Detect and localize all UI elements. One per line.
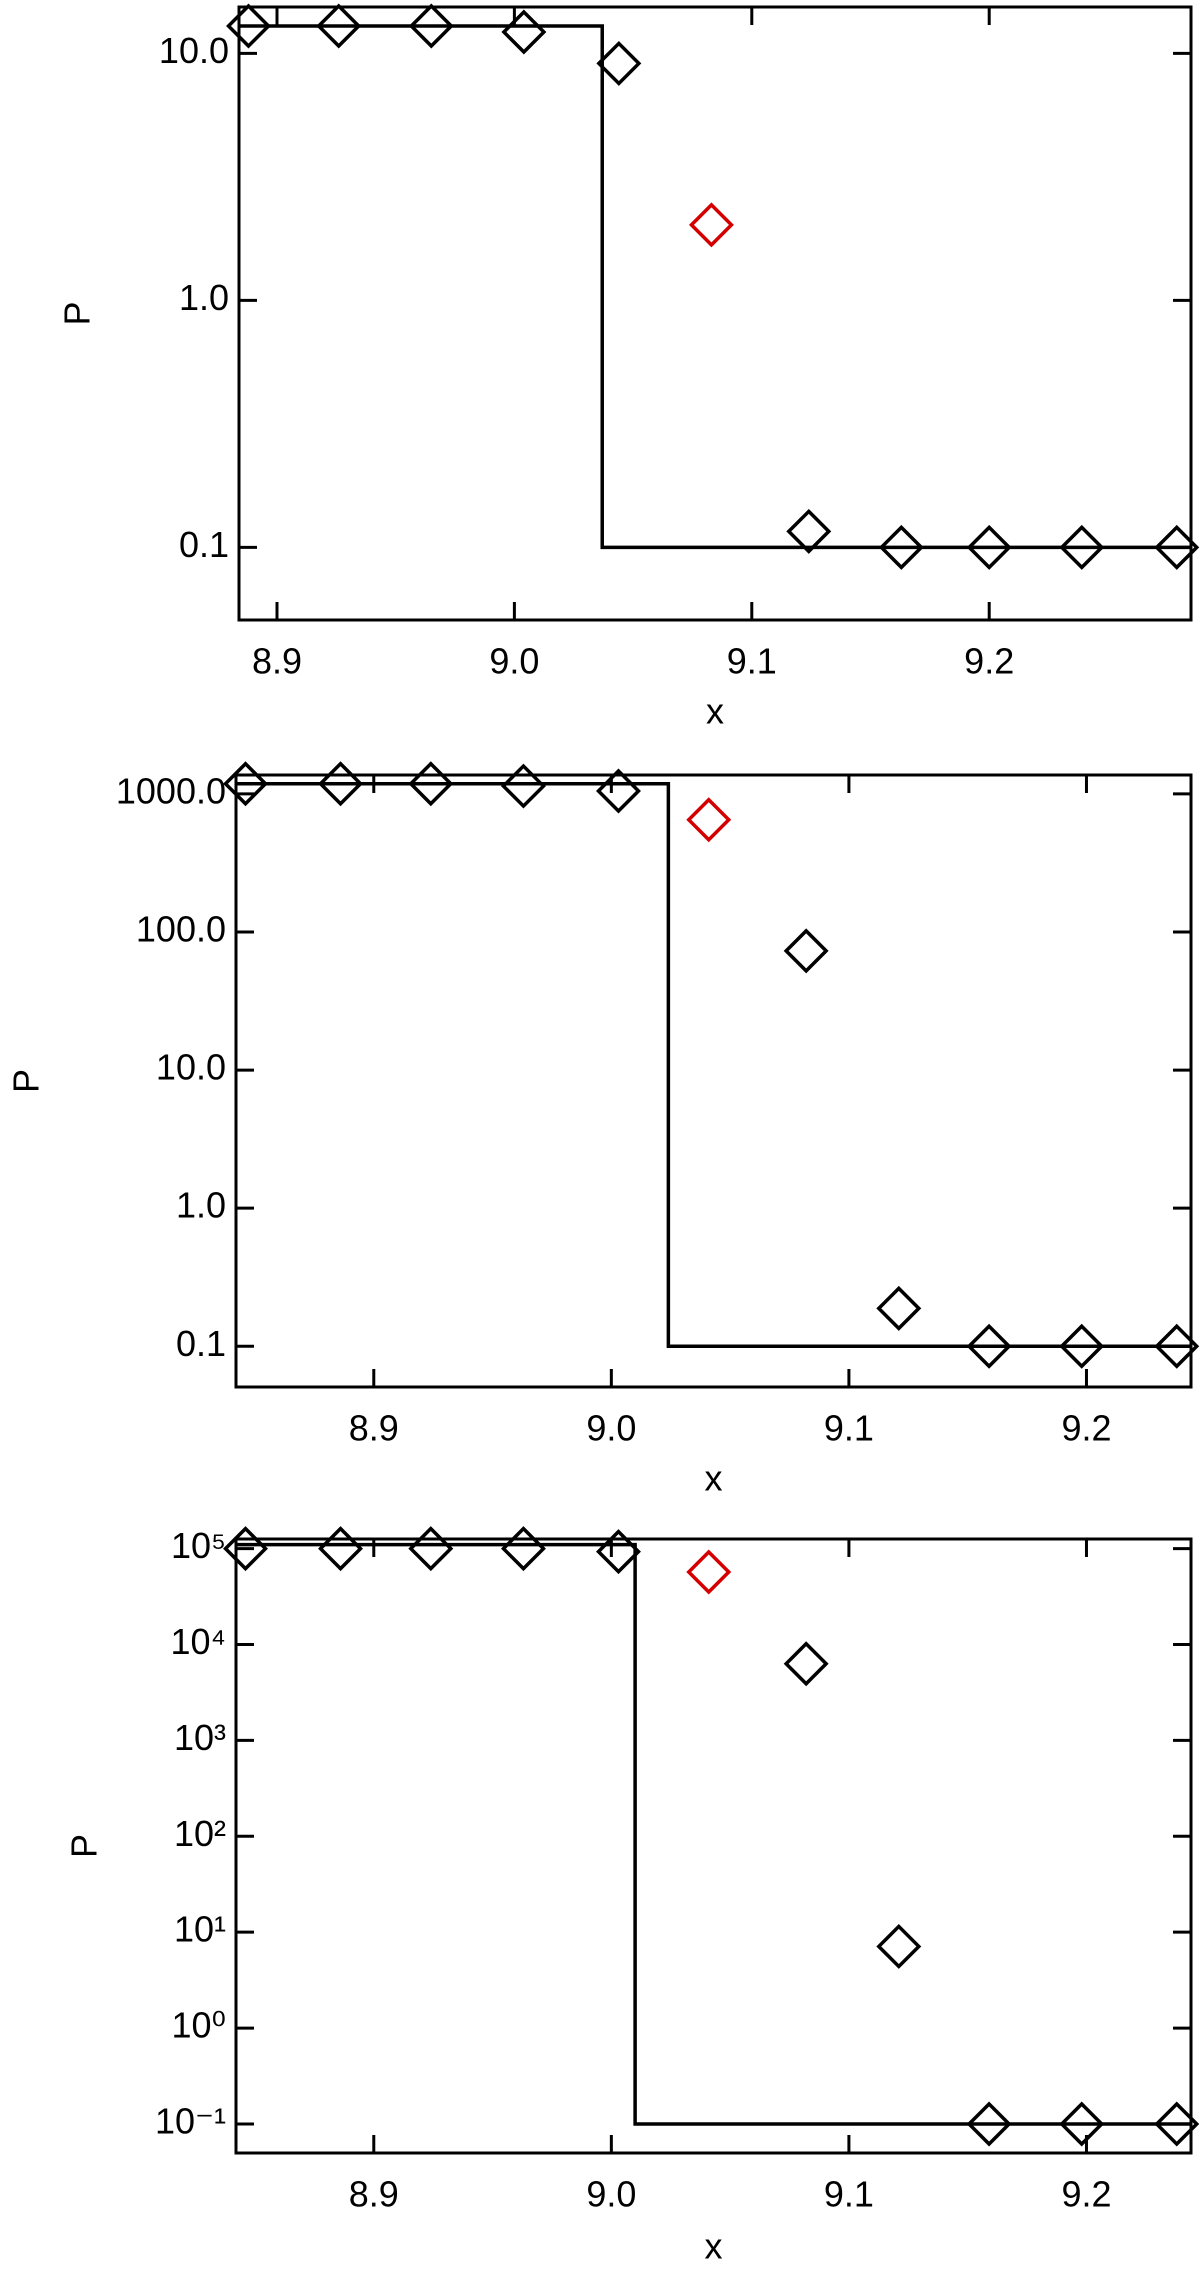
diamond-marker: [318, 1526, 364, 1572]
y-tick-label: 1.0: [176, 1185, 226, 1226]
y-tick-label: 10⁻¹: [155, 2100, 226, 2141]
step-line: [236, 781, 1191, 1349]
x-tick-label: 9.1: [727, 641, 777, 682]
diamond-marker: [966, 2101, 1012, 2147]
y-tick-label: 10⁰: [172, 2005, 226, 2046]
panel: 8.9 9.0 9.1 9.2 10⁵ 10⁴ 10³ 10² 10¹ 10⁰ 10⁻¹ x P: [64, 1525, 1200, 2267]
x-tick-label: 9.0: [586, 1408, 636, 1449]
diamond-marker: [876, 1923, 922, 1969]
diamond-marker: [876, 1285, 922, 1331]
x-tick-label: 9.2: [964, 641, 1014, 682]
panel: 8.9 9.0 9.1 9.2 1000.0 100.0 10.0 1.0 0.1 x P: [6, 761, 1200, 1499]
y-tick-label: 10.0: [156, 1047, 226, 1088]
x-tick-label: 8.9: [349, 1408, 399, 1449]
diamond-marker: [1059, 2101, 1105, 2147]
y-tick-label: 10¹: [174, 1909, 226, 1950]
x-tick-label: 8.9: [252, 641, 302, 682]
diamond-marker: [966, 1323, 1012, 1369]
x-tick-label: 9.2: [1061, 2174, 1111, 2215]
y-tick-label: 1000.0: [116, 770, 226, 811]
diamond-marker: [318, 761, 364, 807]
y-tick-label: 10⁴: [170, 1621, 226, 1662]
diamond-marker: [1059, 524, 1105, 570]
plot-frame: [237, 5, 1193, 622]
y-tick-label: 10²: [174, 1813, 226, 1854]
x-tick-label: 9.0: [586, 2174, 636, 2215]
diamond-marker: [316, 3, 362, 49]
diamond-marker: [878, 524, 924, 570]
diamond-marker: [783, 1641, 829, 1687]
diamond-marker: [786, 508, 832, 554]
panel: 8.9 9.0 9.1 9.2 10.0 1.0 0.1 x P: [57, 3, 1200, 732]
x-tick-label: 9.1: [824, 1408, 874, 1449]
diamond-marker: [1154, 1323, 1200, 1369]
plot-frame: [234, 773, 1193, 1389]
x-axis-label: x: [705, 2226, 723, 2267]
y-tick-label: 10³: [174, 1717, 226, 1758]
diamond-marker: [1154, 524, 1200, 570]
y-tick-label: 100.0: [136, 909, 226, 950]
diamond-marker: [223, 761, 268, 807]
diamond-marker: [596, 1529, 641, 1575]
x-axis-label: x: [705, 1458, 723, 1499]
step-line: [236, 1542, 1191, 2126]
y-axis-label: P: [6, 1069, 47, 1093]
x-tick-label: 9.1: [824, 2174, 874, 2215]
diamond-marker: [1059, 1323, 1105, 1369]
y-tick-label: 10.0: [159, 30, 229, 71]
plot-frame: [234, 1537, 1193, 2155]
diamond-marker: [1154, 2101, 1200, 2147]
diamond-marker: [688, 202, 734, 248]
diamond-marker: [500, 763, 546, 809]
diamond-marker: [686, 1549, 732, 1595]
x-tick-label: 8.9: [349, 2174, 399, 2215]
diamond-marker: [223, 1526, 268, 1572]
y-axis-label: P: [64, 1834, 105, 1858]
y-tick-label: 10⁵: [171, 1525, 226, 1566]
diamond-marker: [408, 3, 454, 49]
x-tick-label: 9.2: [1061, 1408, 1111, 1449]
y-tick-label: 0.1: [176, 1323, 226, 1364]
x-tick-label: 9.0: [489, 641, 539, 682]
diamond-marker: [966, 524, 1012, 570]
diamond-marker: [501, 9, 547, 55]
x-axis-label: x: [706, 691, 724, 732]
diamond-marker: [226, 3, 271, 49]
step-line: [239, 24, 1191, 550]
diamond-marker: [596, 768, 641, 814]
diamond-marker: [783, 928, 829, 974]
y-tick-label: 1.0: [179, 277, 229, 318]
diamond-marker: [408, 761, 454, 807]
y-tick-label: 0.1: [179, 524, 229, 565]
diamond-marker: [686, 797, 732, 843]
y-axis-label: P: [57, 301, 98, 325]
diamond-marker: [500, 1526, 546, 1572]
diamond-marker: [596, 40, 642, 86]
diamond-marker: [408, 1526, 454, 1572]
